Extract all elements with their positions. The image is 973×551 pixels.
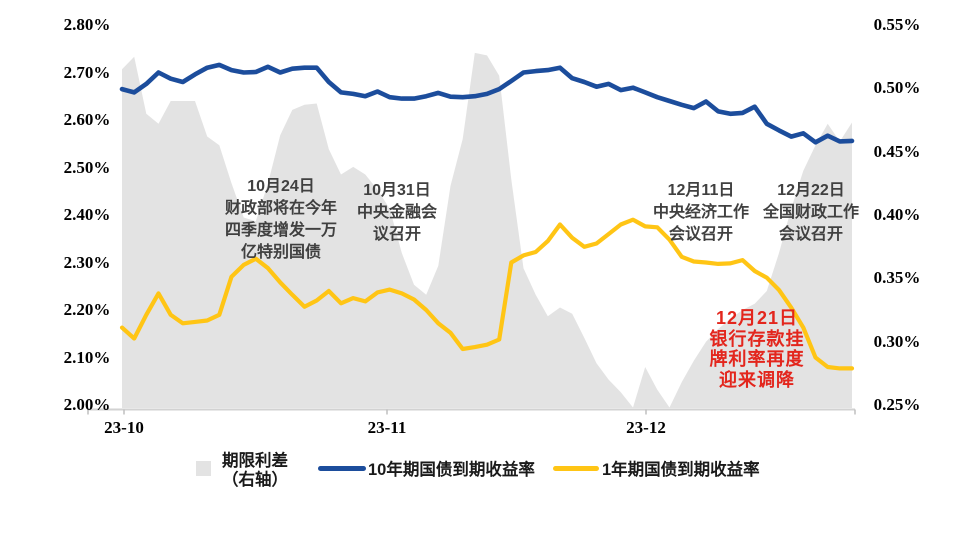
legend-swatch-1y-yield [553,466,599,471]
x-axis-tick-label: 23-12 [626,418,666,437]
x-axis-tick-label: 23-11 [367,418,407,437]
left-axis-tick-label: 2.00% [63,395,111,414]
left-axis-tick-label: 2.40% [63,205,111,224]
left-axis-tick-label: 2.20% [63,300,111,319]
left-axis-tick-label: 2.80% [63,15,111,34]
legend-swatch-10y-yield [318,466,366,471]
annotation-dec11-economic-work-conference: 12月11日 中央经济工作 会议召开 [652,182,750,243]
left-axis-tick-label: 2.70% [63,62,111,82]
term-spread-area [122,52,852,409]
left-axis-tick-label: 2.10% [63,347,111,367]
right-axis-tick-label: 0.50% [873,78,921,98]
left-axis-tick-label: 2.50% [63,157,111,177]
right-axis-tick-label: 0.55% [873,15,921,34]
line-10y-yield [119,62,855,145]
right-axis-tick-label: 0.25% [873,395,921,414]
x-axis-tick-label: 23-10 [104,418,144,437]
annotation-dec21-deposit-rate-cut: 12月21日 银行存款挂 牌利率再度 迎来调降 [709,308,805,390]
annotation-oct24-special-bond: 10月24日 财政部将在今年 四季度增发一万 亿特别国债 [224,178,338,261]
right-axis-tick-label: 0.30% [873,331,921,351]
left-axis-tick-label: 2.60% [63,110,111,129]
line-1y-yield [119,217,855,371]
annotation-dec22-fiscal-work-conference: 12月22日 全国财政工作 会议召开 [762,182,860,243]
legend-label-10y-yield: 10年期国债到期收益率 [368,461,535,479]
right-axis-tick-label: 0.45% [873,141,921,161]
legend-label-term-spread: 期限利差 （右轴） [222,452,288,489]
annotation-oct31-financial-conference: 10月31日 中央金融会 议召开 [356,182,438,243]
left-axis-tick-label: 2.30% [63,252,111,272]
legend-label-1y-yield: 1年期国债到期收益率 [602,461,760,479]
right-axis-tick-label: 0.40% [873,205,921,224]
legend-swatch-term-spread [196,461,211,476]
right-axis-tick-label: 0.35% [873,268,921,288]
